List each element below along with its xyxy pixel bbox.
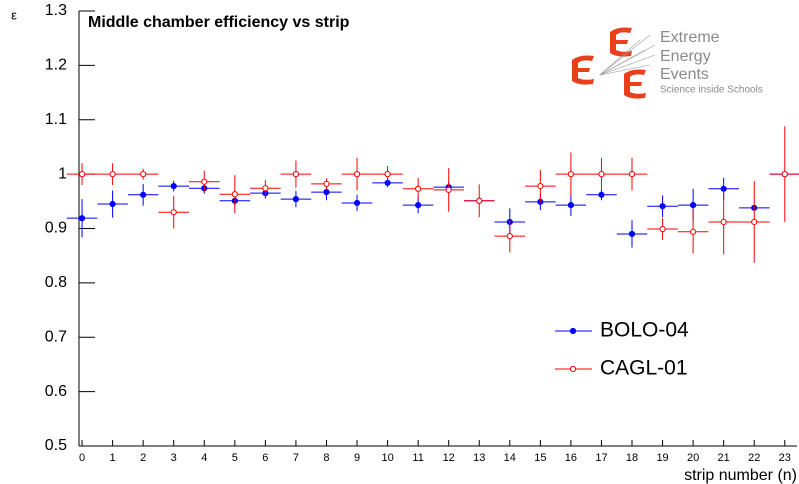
logo-tagline: Science inside Schools — [660, 85, 763, 96]
logo: Extreme Energy Events Science inside Sch… — [572, 27, 763, 99]
x-tick-label: 19 — [656, 452, 668, 464]
data-point — [720, 218, 727, 226]
data-point — [292, 196, 300, 203]
data-point — [659, 203, 666, 210]
x-tick-label: 17 — [595, 452, 607, 464]
y-tick-label: 0.6 — [45, 383, 67, 400]
x-tick-label: 8 — [323, 452, 329, 464]
y-tick-label: 1 — [58, 165, 67, 182]
x-tick-label: 10 — [381, 452, 393, 464]
y-tick-label: 0.7 — [45, 328, 67, 345]
data-point — [690, 228, 697, 235]
x-tick-label: 7 — [293, 452, 299, 464]
x-tick-label: 16 — [565, 452, 577, 464]
data-point — [353, 199, 361, 207]
data-point — [476, 197, 483, 204]
data-point — [781, 171, 788, 178]
data-point — [445, 186, 452, 193]
y-tick-label: 1.1 — [45, 111, 67, 128]
data-point — [323, 188, 330, 196]
y-tick-label: 0.9 — [45, 220, 67, 237]
data-point — [78, 215, 86, 222]
x-tick-label: 5 — [232, 452, 238, 464]
x-axis-label: strip number (n) — [684, 467, 797, 484]
data-point — [292, 171, 300, 178]
logo-text: Energy — [660, 48, 711, 65]
data-point — [598, 171, 605, 178]
x-tick-label: 3 — [171, 452, 177, 464]
x-tick-label: 22 — [748, 452, 760, 464]
legend-label: CAGL-01 — [600, 357, 688, 380]
data-point — [109, 171, 116, 178]
data-point — [262, 185, 269, 192]
chart-title: Middle chamber efficiency vs strip — [88, 14, 350, 31]
data-point — [384, 171, 391, 178]
x-tick-label: 9 — [354, 452, 360, 464]
legend-label: BOLO-04 — [600, 319, 689, 342]
data-point — [598, 191, 605, 198]
data-point — [201, 178, 208, 185]
x-tick-label: 21 — [718, 452, 730, 464]
data-point — [415, 185, 422, 192]
x-tick-label: 20 — [687, 452, 699, 464]
data-point — [231, 191, 238, 198]
data-point — [323, 180, 330, 188]
data-point — [170, 182, 177, 190]
x-tick-label: 18 — [626, 452, 638, 464]
x-tick-label: 1 — [110, 452, 116, 464]
data-point — [140, 171, 147, 178]
data-point — [628, 230, 636, 238]
logo-text: Extreme — [660, 29, 720, 46]
x-tick-label: 4 — [201, 452, 207, 464]
y-axis-label: ε — [11, 7, 17, 22]
x-tick-label: 15 — [534, 452, 546, 464]
data-point — [109, 200, 116, 208]
logo-marks — [572, 27, 646, 99]
x-tick-label: 23 — [779, 452, 791, 464]
x-tick-label: 0 — [79, 452, 85, 464]
data-point — [659, 225, 666, 233]
legend-marker — [569, 365, 577, 373]
legend-marker — [569, 327, 577, 335]
data-point — [628, 171, 636, 178]
x-tick-label: 13 — [473, 452, 485, 464]
data-point — [751, 218, 758, 226]
x-tick-label: 14 — [504, 452, 516, 464]
x-tick-label: 6 — [262, 452, 268, 464]
data-point — [506, 233, 513, 240]
x-tick-label: 11 — [412, 452, 423, 464]
y-tick-label: 1.3 — [45, 2, 67, 19]
data-point — [537, 182, 544, 190]
y-tick-label: 0.8 — [45, 274, 67, 291]
data-point — [567, 202, 575, 209]
data-point — [690, 202, 697, 209]
data-point — [567, 171, 575, 178]
data-point — [415, 202, 422, 209]
y-tick-label: 1.2 — [45, 57, 67, 74]
x-tick-label: 12 — [443, 452, 455, 464]
data-point — [170, 209, 177, 216]
data-point — [78, 171, 86, 178]
logo-rays — [599, 34, 656, 76]
x-tick-label: 2 — [140, 452, 146, 464]
data-point — [353, 171, 361, 178]
y-tick-label: 0.5 — [45, 437, 67, 454]
logo-text: Events — [660, 66, 709, 83]
data-point — [140, 191, 147, 198]
